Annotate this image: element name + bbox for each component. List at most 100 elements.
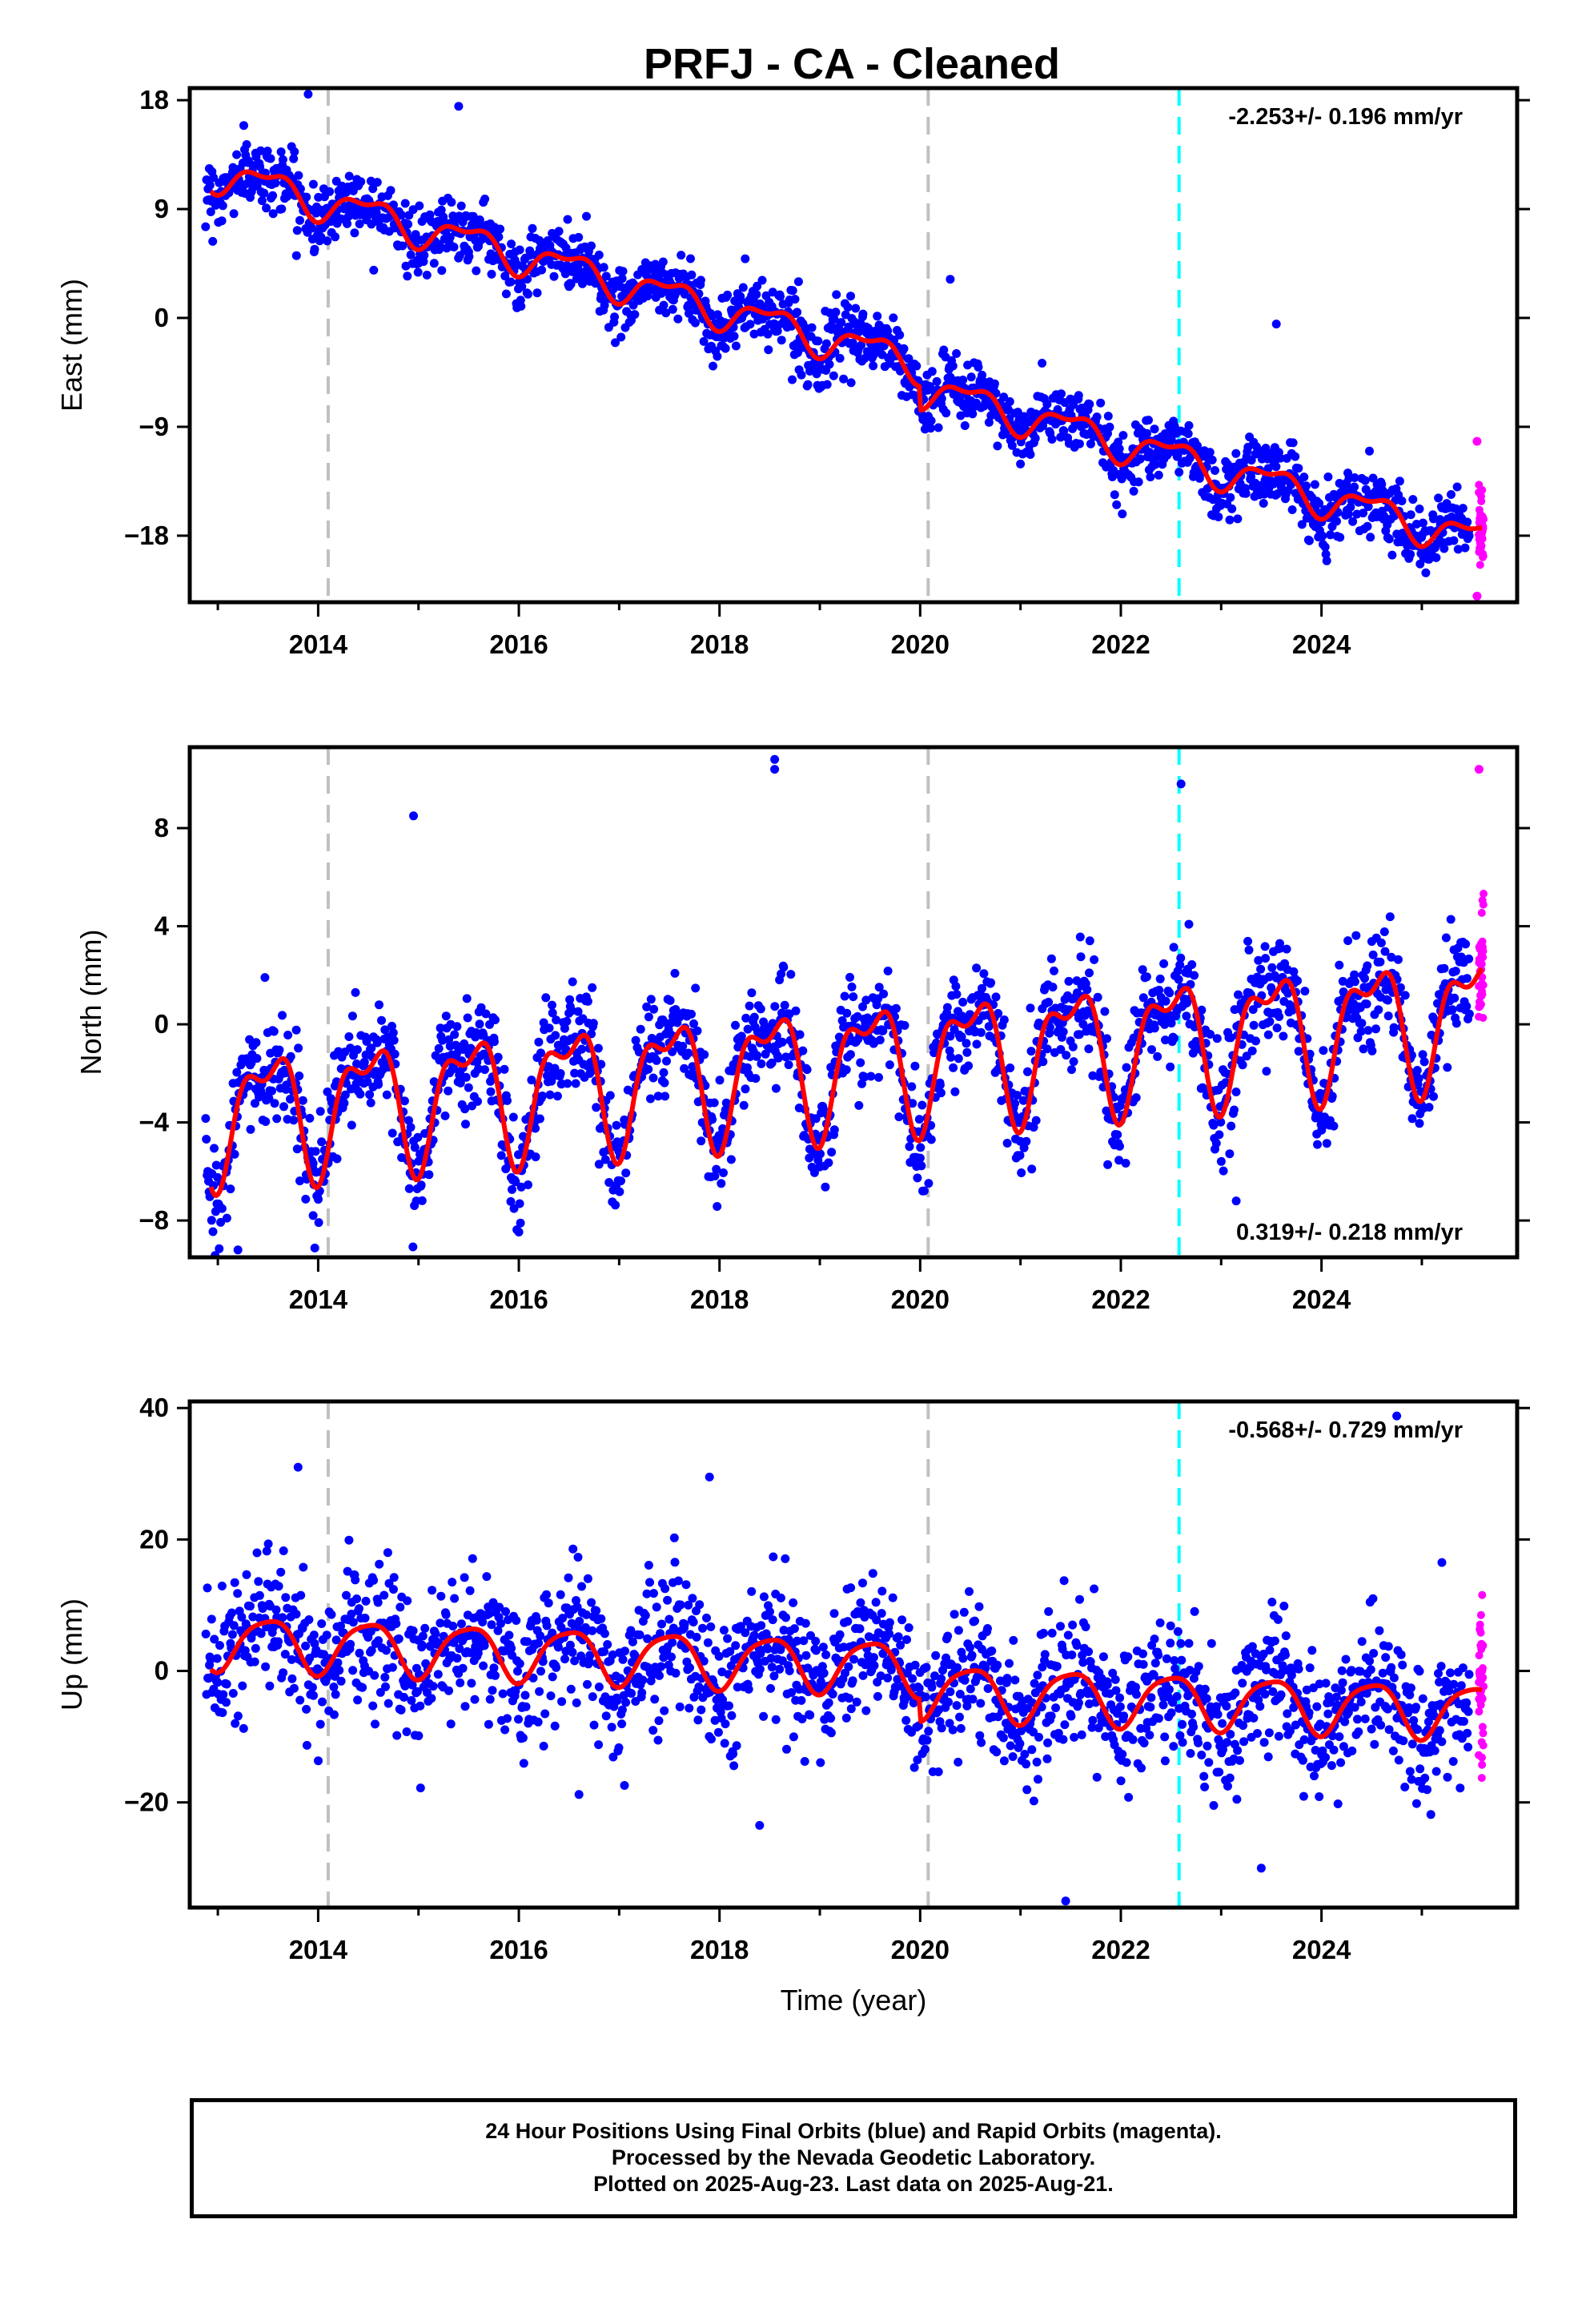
data-point bbox=[1261, 954, 1271, 963]
data-point bbox=[295, 215, 304, 225]
data-point bbox=[1267, 963, 1277, 972]
data-point bbox=[965, 1586, 974, 1596]
data-point bbox=[924, 1727, 934, 1736]
data-point bbox=[1086, 439, 1095, 448]
north-final-points bbox=[201, 754, 1484, 1257]
data-point bbox=[1100, 1007, 1110, 1016]
outlier-point bbox=[1231, 1196, 1241, 1206]
data-point bbox=[603, 1640, 612, 1649]
data-point bbox=[1360, 476, 1370, 485]
data-point bbox=[535, 1114, 544, 1124]
data-point bbox=[895, 330, 905, 340]
data-point bbox=[668, 1047, 677, 1056]
data-point bbox=[332, 1154, 342, 1164]
data-point bbox=[215, 1244, 224, 1253]
data-point bbox=[1350, 473, 1359, 482]
data-point bbox=[618, 1655, 628, 1664]
data-point bbox=[550, 1063, 560, 1073]
data-point bbox=[1022, 1136, 1031, 1146]
data-point bbox=[949, 1063, 958, 1072]
data-point bbox=[355, 1604, 363, 1614]
data-point bbox=[230, 1149, 239, 1159]
data-point bbox=[414, 1731, 424, 1740]
data-point bbox=[999, 1756, 1009, 1766]
data-point bbox=[1251, 1036, 1260, 1046]
data-point bbox=[1175, 960, 1185, 970]
data-point bbox=[1093, 992, 1102, 1002]
data-point bbox=[771, 1084, 781, 1093]
data-point bbox=[685, 1663, 694, 1672]
data-point bbox=[617, 1719, 627, 1729]
data-point bbox=[467, 1679, 476, 1688]
data-point bbox=[1365, 446, 1374, 456]
data-point bbox=[962, 1047, 972, 1057]
data-point bbox=[1335, 533, 1345, 542]
outlier-point bbox=[946, 275, 955, 284]
data-point bbox=[262, 1546, 271, 1556]
data-point bbox=[279, 1102, 288, 1112]
data-point bbox=[534, 1037, 544, 1047]
data-point bbox=[310, 1243, 319, 1252]
data-point bbox=[473, 1096, 482, 1106]
data-point bbox=[301, 1641, 311, 1651]
data-point bbox=[802, 1065, 812, 1075]
data-point bbox=[620, 1647, 629, 1656]
data-point bbox=[1096, 398, 1106, 408]
data-point bbox=[1085, 400, 1094, 409]
data-point bbox=[276, 1567, 286, 1577]
data-point bbox=[707, 1735, 716, 1744]
data-point bbox=[589, 1720, 599, 1730]
data-point bbox=[436, 205, 446, 215]
data-point bbox=[548, 1672, 557, 1682]
data-point bbox=[951, 982, 961, 991]
data-point bbox=[1348, 517, 1358, 526]
data-point bbox=[909, 1763, 919, 1772]
data-point bbox=[900, 1021, 909, 1030]
data-point bbox=[644, 1561, 653, 1570]
data-point bbox=[1447, 1005, 1457, 1015]
data-point bbox=[910, 1061, 920, 1071]
data-point bbox=[544, 1598, 553, 1608]
data-point bbox=[577, 1044, 587, 1054]
data-point bbox=[1300, 987, 1310, 996]
data-point bbox=[991, 992, 1001, 1002]
data-point bbox=[1429, 514, 1438, 524]
data-point bbox=[753, 281, 762, 291]
data-point bbox=[413, 267, 423, 277]
data-point bbox=[1197, 1005, 1207, 1015]
data-point bbox=[691, 318, 700, 328]
data-point bbox=[967, 1651, 977, 1660]
data-point bbox=[822, 380, 832, 389]
data-point bbox=[206, 207, 215, 216]
data-point bbox=[272, 1114, 282, 1124]
data-point bbox=[930, 1048, 939, 1058]
data-point bbox=[680, 1063, 689, 1073]
data-point bbox=[747, 1586, 757, 1596]
data-point bbox=[1047, 1628, 1057, 1638]
data-point bbox=[291, 251, 301, 260]
data-point bbox=[731, 1020, 740, 1030]
data-point bbox=[1029, 1796, 1038, 1806]
data-point bbox=[1115, 1141, 1124, 1151]
data-point bbox=[1057, 389, 1066, 399]
data-point bbox=[799, 1636, 809, 1646]
data-point bbox=[329, 1710, 339, 1719]
data-point bbox=[962, 1701, 972, 1711]
data-point bbox=[649, 1589, 658, 1598]
data-point bbox=[984, 1022, 994, 1031]
data-point bbox=[476, 1003, 486, 1012]
data-point bbox=[1013, 408, 1022, 417]
data-point bbox=[232, 150, 242, 159]
data-point bbox=[954, 1626, 963, 1635]
data-point bbox=[1395, 983, 1405, 992]
data-point bbox=[437, 266, 447, 275]
data-point bbox=[331, 232, 340, 242]
data-point bbox=[655, 1671, 664, 1680]
data-point bbox=[719, 1626, 729, 1635]
x-tick-label: 2016 bbox=[489, 1285, 548, 1314]
data-point bbox=[1092, 412, 1102, 422]
outlier-point bbox=[1176, 779, 1186, 789]
data-point bbox=[359, 1057, 369, 1067]
data-point bbox=[1142, 972, 1151, 982]
data-point bbox=[1007, 440, 1017, 450]
